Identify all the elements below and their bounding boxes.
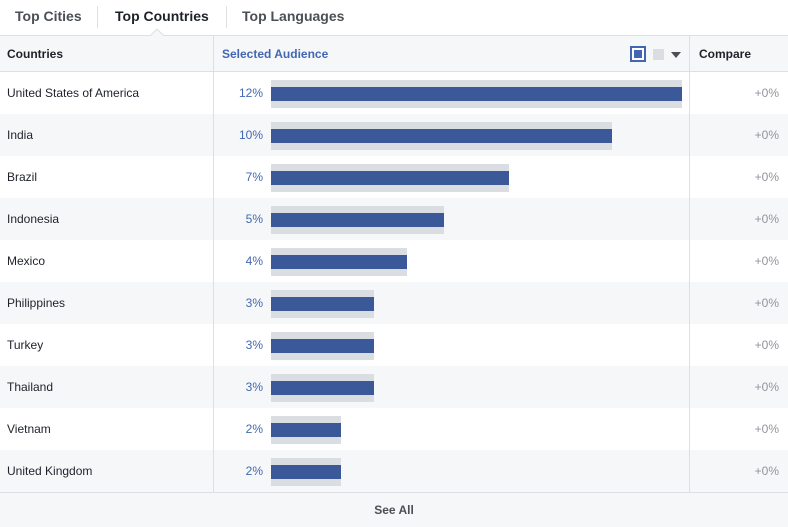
table-row: Turkey 3% +0% <box>0 324 788 366</box>
column-header-selected-audience[interactable]: Selected Audience <box>222 47 329 61</box>
column-divider <box>213 36 214 492</box>
bar <box>271 129 612 143</box>
country-name: Brazil <box>7 170 38 184</box>
table-row: Philippines 3% +0% <box>0 282 788 324</box>
column-header-compare[interactable]: Compare <box>699 47 752 61</box>
bar <box>271 297 374 311</box>
country-name: Indonesia <box>7 212 60 226</box>
percentage-label: 3% <box>245 296 263 310</box>
compare-value: +0% <box>754 296 779 310</box>
bar <box>271 465 341 479</box>
country-name: Mexico <box>7 254 46 268</box>
selected-audience-legend-icon[interactable] <box>630 46 646 62</box>
country-name: Philippines <box>7 296 66 310</box>
compare-value: +0% <box>754 170 779 184</box>
chevron-down-icon[interactable] <box>671 52 681 58</box>
country-name: Turkey <box>7 338 44 352</box>
table-row: Vietnam 2% +0% <box>0 408 788 450</box>
country-name: United States of America <box>7 86 140 100</box>
percentage-label: 4% <box>245 254 263 268</box>
tab-top-cities[interactable]: Top Cities <box>15 8 82 24</box>
percentage-label: 7% <box>245 170 263 184</box>
tab-top-languages[interactable]: Top Languages <box>242 8 345 24</box>
percentage-label: 3% <box>245 380 263 394</box>
table-row: Mexico 4% +0% <box>0 240 788 282</box>
compare-value: +0% <box>754 86 779 100</box>
compare-value: +0% <box>754 464 779 478</box>
tab-divider <box>226 6 227 28</box>
tab-divider <box>97 6 98 28</box>
country-name: Thailand <box>7 380 54 394</box>
tab-top-countries[interactable]: Top Countries <box>115 8 209 24</box>
country-name: United Kingdom <box>7 464 93 478</box>
active-tab-caret-icon <box>150 28 164 36</box>
table-row: Indonesia 5% +0% <box>0 198 788 240</box>
bar <box>271 213 444 227</box>
percentage-label: 3% <box>245 338 263 352</box>
tab-bar: Top Cities Top Countries Top Languages <box>0 0 788 36</box>
column-divider <box>689 36 690 492</box>
countries-table-body: United States of America 12% +0% India 10% +0… <box>0 72 788 492</box>
table-row: Thailand 3% +0% <box>0 366 788 408</box>
table-row: United States of America 12% +0% <box>0 72 788 114</box>
compare-legend-icon[interactable] <box>653 49 664 60</box>
table-header: Countries Selected Audience Compare <box>0 36 788 72</box>
bar <box>271 255 407 269</box>
compare-value: +0% <box>754 128 779 142</box>
compare-value: +0% <box>754 380 779 394</box>
percentage-label: 2% <box>245 464 263 478</box>
percentage-label: 10% <box>238 128 263 142</box>
percentage-label: 5% <box>245 212 263 226</box>
compare-value: +0% <box>754 212 779 226</box>
bar <box>271 339 374 353</box>
compare-value: +0% <box>754 422 779 436</box>
country-name: India <box>7 128 34 142</box>
percentage-label: 2% <box>245 422 263 436</box>
percentage-label: 12% <box>238 86 263 100</box>
bar <box>271 381 374 395</box>
column-header-countries[interactable]: Countries <box>7 47 64 61</box>
table-row: Brazil 7% +0% <box>0 156 788 198</box>
see-all-button[interactable]: See All <box>0 492 788 527</box>
compare-value: +0% <box>754 254 779 268</box>
table-row: United Kingdom 2% +0% <box>0 450 788 492</box>
bar <box>271 87 682 101</box>
table-row: India 10% +0% <box>0 114 788 156</box>
bar <box>271 171 509 185</box>
compare-value: +0% <box>754 338 779 352</box>
bar <box>271 423 341 437</box>
country-name: Vietnam <box>7 422 51 436</box>
